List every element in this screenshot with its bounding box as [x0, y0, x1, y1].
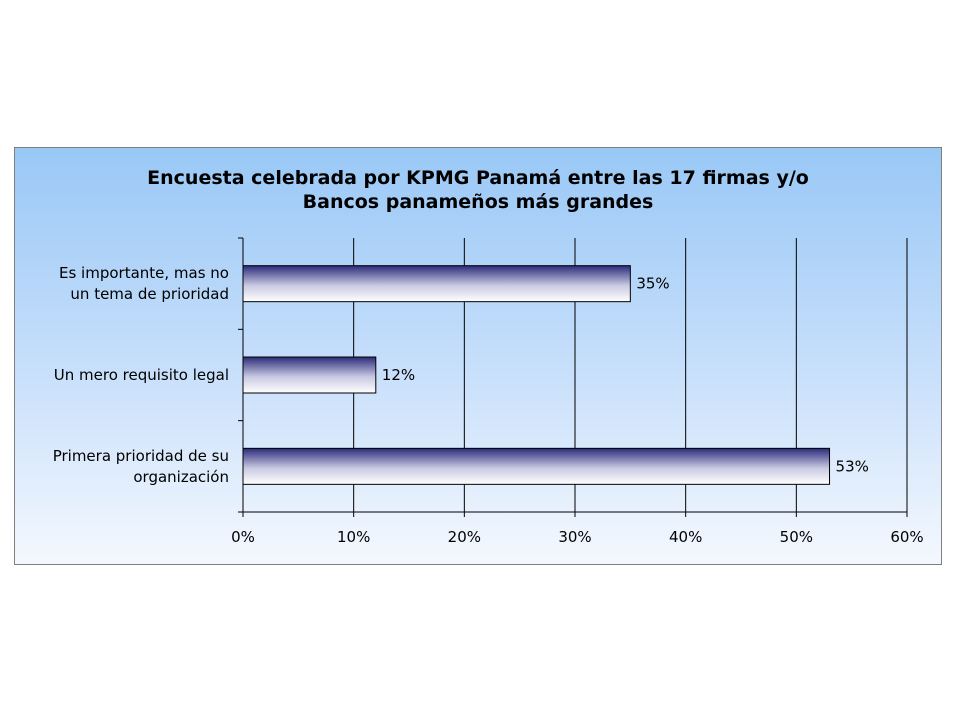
x-tick-label: 10%	[337, 528, 370, 546]
data-label: 53%	[836, 457, 869, 475]
bar	[242, 447, 831, 485]
x-tick-label: 40%	[669, 528, 702, 546]
x-tick-label: 30%	[558, 528, 591, 546]
data-label: 35%	[636, 275, 669, 293]
category-label: Es importante, mas no un tema de priorida…	[59, 264, 229, 303]
chart-title: Encuesta celebrada por KPMG Panamá entre…	[147, 167, 809, 213]
bar	[242, 356, 377, 394]
plot-area: 0% 10% 20% 30% 40% 50% 60% 35% Es importante, m…	[53, 237, 924, 546]
x-tick-label: 50%	[780, 528, 813, 546]
category-label: Un mero requisito legal	[54, 366, 229, 384]
x-tick-label: 60%	[890, 528, 923, 546]
x-tick-label: 20%	[448, 528, 481, 546]
x-tick-label: 0%	[231, 528, 255, 546]
chart-frame: Encuesta celebrada por KPMG Panamá entre…	[14, 147, 942, 565]
data-label: 12%	[382, 366, 415, 384]
category-label: Primera prioridad de su organización	[53, 447, 229, 486]
bar	[242, 265, 631, 303]
